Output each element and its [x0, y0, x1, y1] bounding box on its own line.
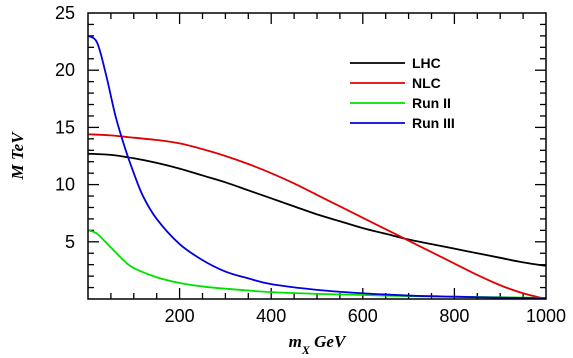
series-line-run-iii [87, 35, 547, 300]
x-axis-title: mX GeV [289, 332, 347, 357]
series-line-lhc [87, 152, 547, 267]
y-axis-title: M TeV [8, 131, 27, 181]
series-line-nlc [87, 133, 547, 300]
legend-label-run-iii: Run III [412, 115, 455, 131]
y-tick-label: 20 [55, 60, 75, 80]
legend-label-run-ii: Run II [412, 95, 451, 111]
y-tick-labels: 5 10 15 20 25 [55, 3, 75, 252]
x-tick-label: 800 [439, 306, 469, 326]
plot-frame [87, 12, 547, 300]
x-tick-label: 600 [348, 306, 378, 326]
y-tick-label: 15 [55, 117, 75, 137]
x-tick-label: 400 [256, 306, 286, 326]
x-tick-label: 1000 [526, 306, 566, 326]
y-tick-label: 5 [65, 232, 75, 252]
y-tick-label: 10 [55, 175, 75, 195]
x-tick-labels: 200 400 600 800 1000 [165, 306, 566, 326]
minor-ticks [88, 13, 546, 299]
legend-label-nlc: NLC [412, 75, 441, 91]
y-tick-label: 25 [55, 3, 75, 23]
series-line-run-ii [87, 229, 547, 299]
series-layer [87, 35, 547, 300]
x-tick-label: 200 [165, 306, 195, 326]
legend-label-lhc: LHC [412, 55, 441, 71]
legend: LHC NLC Run II Run III [350, 55, 455, 131]
